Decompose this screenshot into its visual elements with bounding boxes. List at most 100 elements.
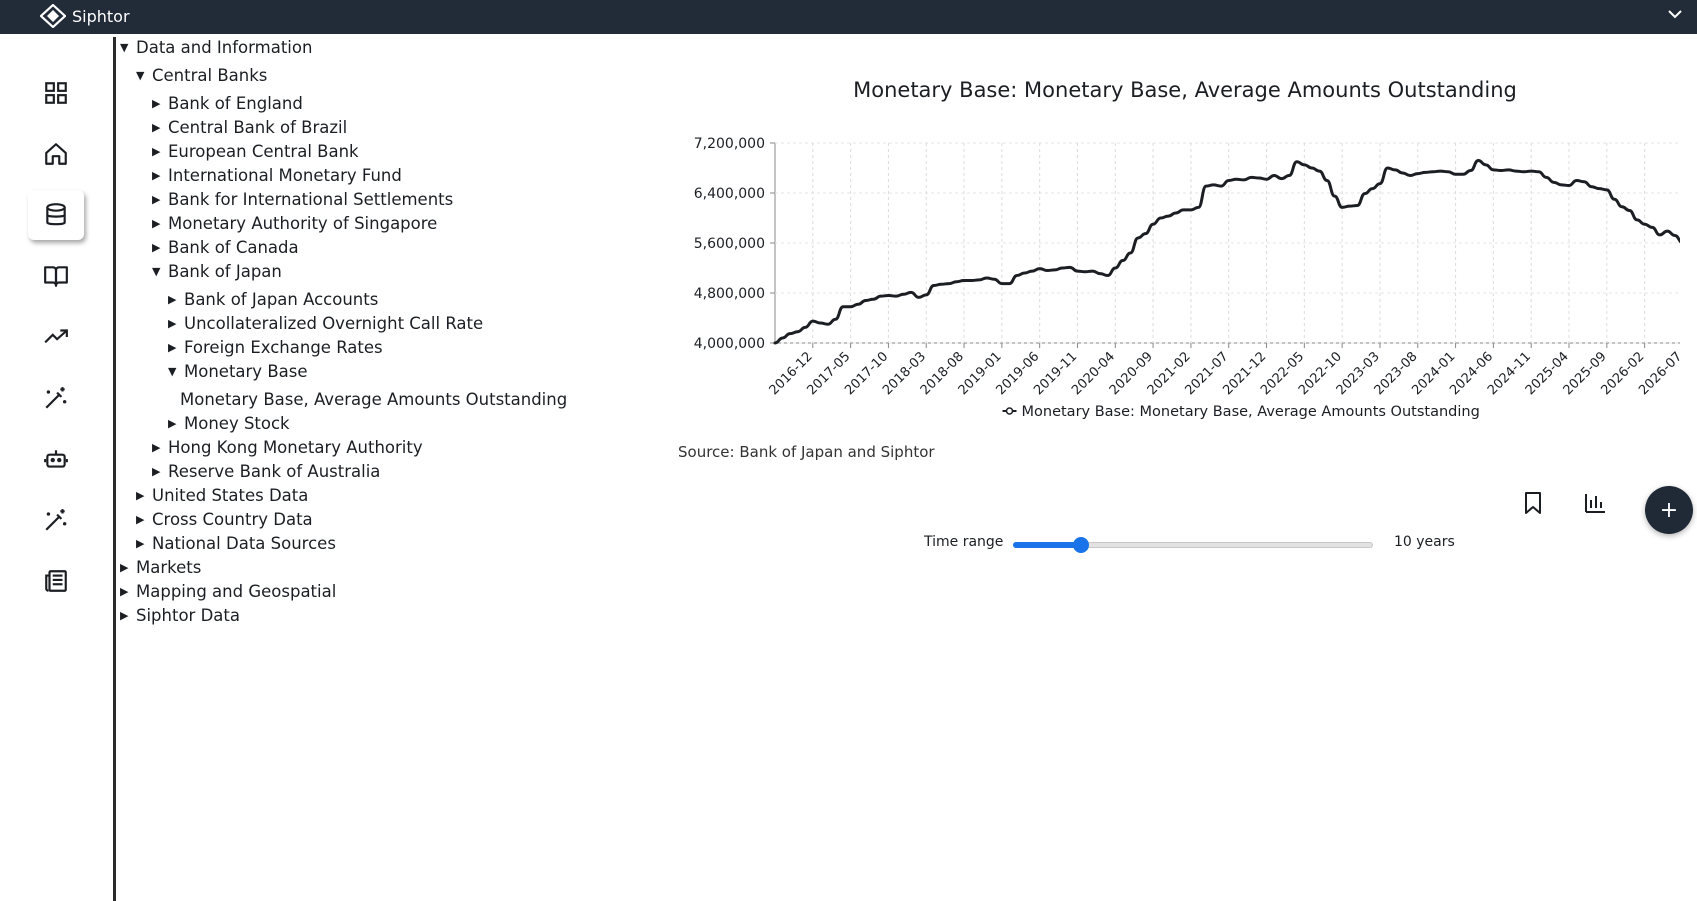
siphtor-logo-icon <box>40 4 66 28</box>
caret-down-icon: ▼ <box>152 264 161 278</box>
tree-folder-item[interactable]: ▶ Bank for International Settlements <box>152 187 453 211</box>
tree-folder-item[interactable]: ▼ Data and Information <box>120 35 312 59</box>
tree-folder-item[interactable]: ▶ National Data Sources <box>136 531 336 555</box>
tree-folder-item[interactable]: ▶ Mapping and Geospatial <box>120 579 336 603</box>
caret-down-icon: ▼ <box>168 364 177 378</box>
tree-folder-item[interactable]: ▶ Bank of Canada <box>152 235 299 259</box>
newspaper-icon <box>45 570 67 592</box>
caret-right-icon: ▶ <box>168 292 177 306</box>
tree-folder-item[interactable]: ▼ Bank of Japan <box>152 259 282 283</box>
y-tick-label: 4,800,000 <box>694 286 765 302</box>
magic-wand-icon <box>45 509 67 531</box>
rail-home-button[interactable] <box>28 129 84 179</box>
tree-folder-item[interactable]: ▶ Hong Kong Monetary Authority <box>152 435 423 459</box>
tree-item-label: Reserve Bank of Australia <box>168 461 381 481</box>
caret-right-icon: ▶ <box>152 120 161 134</box>
tree-folder-item[interactable]: ▶ International Monetary Fund <box>152 163 402 187</box>
plus-icon: + <box>1659 497 1679 523</box>
rail-divider <box>113 37 116 901</box>
tree-item-label: Monetary Base, Average Amounts Outstandi… <box>180 389 568 409</box>
caret-right-icon: ▶ <box>152 240 161 254</box>
rail-trends-button[interactable] <box>28 312 84 362</box>
time-range-slider[interactable] <box>1013 537 1373 553</box>
slider-fill <box>1013 542 1082 548</box>
tree-item-label: Cross Country Data <box>152 509 313 529</box>
legend-label: Monetary Base: Monetary Base, Average Am… <box>1022 404 1480 420</box>
rail-news-button[interactable] <box>28 556 84 606</box>
legend-swatch-marker <box>1005 407 1014 415</box>
caret-right-icon: ▶ <box>136 512 145 526</box>
database-icon <box>46 203 66 226</box>
chart-type-button[interactable] <box>1580 488 1610 518</box>
tree-folder-item[interactable]: ▶ Central Bank of Brazil <box>152 115 347 139</box>
account-menu-toggle[interactable] <box>1665 4 1685 28</box>
tree-folder-item[interactable]: ▶ Bank of Japan Accounts <box>168 287 378 311</box>
tree-item-label: Uncollateralized Overnight Call Rate <box>184 313 484 333</box>
tree-item-label: Bank of Canada <box>168 237 299 257</box>
data-tree: ▼ Data and Information ▼ Central Banks ▶ Bank… <box>116 34 676 674</box>
robot-icon <box>44 450 68 468</box>
line-chart: 4,000,000 4,800,000 5,600,000 6,400,000 7,20… <box>694 136 1680 420</box>
tree-folder-item[interactable]: ▶ Money Stock <box>168 411 290 435</box>
rail-ai-tools-button[interactable] <box>28 373 84 423</box>
caret-right-icon: ▶ <box>152 440 161 454</box>
tree-item-label: National Data Sources <box>152 533 336 553</box>
brand[interactable]: Siphtor <box>40 4 130 28</box>
rail-library-button[interactable] <box>28 251 84 301</box>
caret-right-icon: ▶ <box>168 416 177 430</box>
caret-right-icon: ▶ <box>168 340 177 354</box>
caret-down-icon: ▼ <box>136 68 145 82</box>
tree-folder-item[interactable]: ▼ Monetary Base <box>168 359 308 383</box>
tree-folder-item[interactable]: ▶ Markets <box>120 555 201 579</box>
add-button[interactable]: + <box>1645 486 1693 534</box>
tree-folder-item[interactable]: ▶ Foreign Exchange Rates <box>168 335 383 359</box>
time-range-value: 10 years <box>1394 534 1455 550</box>
tree-folder-item[interactable]: ▶ Uncollateralized Overnight Call Rate <box>168 311 483 335</box>
caret-right-icon: ▶ <box>152 216 161 230</box>
tree-item-label: European Central Bank <box>168 141 359 161</box>
y-tick-label: 6,400,000 <box>694 186 765 202</box>
tree-item-label: Bank of Japan <box>168 261 282 281</box>
caret-right-icon: ▶ <box>152 168 161 182</box>
tree-folder-item[interactable]: ▶ Reserve Bank of Australia <box>152 459 380 483</box>
tree-folder-item[interactable]: ▶ Monetary Authority of Singapore <box>152 211 437 235</box>
tree-item-label: Markets <box>136 557 202 577</box>
caret-right-icon: ▶ <box>120 608 129 622</box>
caret-right-icon: ▶ <box>120 560 129 574</box>
tree-folder-item[interactable]: ▶ Siphtor Data <box>120 603 240 627</box>
tree-item-label: International Monetary Fund <box>168 165 402 185</box>
tree-folder-item[interactable]: ▶ European Central Bank <box>152 139 359 163</box>
app-name: Siphtor <box>72 6 130 26</box>
y-tick-label: 5,600,000 <box>694 236 765 252</box>
tree-folder-item[interactable]: ▶ Bank of England <box>152 91 303 115</box>
caret-right-icon: ▶ <box>152 192 161 206</box>
caret-right-icon: ▶ <box>168 316 177 330</box>
rail-data-button[interactable] <box>28 190 84 240</box>
tree-item-label: Bank of England <box>168 93 303 113</box>
bookmark-button[interactable] <box>1518 488 1548 518</box>
chart-source: Source: Bank of Japan and Siphtor <box>678 443 935 461</box>
tree-folder-item[interactable]: ▶ Cross Country Data <box>136 507 313 531</box>
top-bar: Siphtor <box>0 0 1697 34</box>
tree-leaf-item[interactable]: Monetary Base, Average Amounts Outstandi… <box>180 387 567 411</box>
series-line <box>773 159 1680 345</box>
caret-right-icon: ▶ <box>152 144 161 158</box>
tree-item-label: Bank for International Settlements <box>168 189 454 209</box>
rail-dashboard-button[interactable] <box>28 68 84 118</box>
tree-folder-item[interactable]: ▼ Central Banks <box>136 63 267 87</box>
tree-item-label: United States Data <box>152 485 309 505</box>
bookmark-icon <box>1525 492 1541 514</box>
caret-right-icon: ▶ <box>120 584 129 598</box>
tree-item-label: Hong Kong Monetary Authority <box>168 437 423 457</box>
caret-down-icon: ▼ <box>120 40 129 54</box>
tree-item-label: Data and Information <box>136 37 313 57</box>
time-range-label: Time range <box>924 534 1004 550</box>
tree-folder-item[interactable]: ▶ United States Data <box>136 483 308 507</box>
rail-generate-button[interactable] <box>28 495 84 545</box>
tree-item-label: Monetary Base <box>184 361 308 381</box>
rail-assistant-button[interactable] <box>28 434 84 484</box>
tree-item-label: Central Banks <box>152 65 268 85</box>
slider-thumb[interactable] <box>1073 537 1090 553</box>
caret-right-icon: ▶ <box>136 536 145 550</box>
y-tick-label: 7,200,000 <box>694 136 765 152</box>
